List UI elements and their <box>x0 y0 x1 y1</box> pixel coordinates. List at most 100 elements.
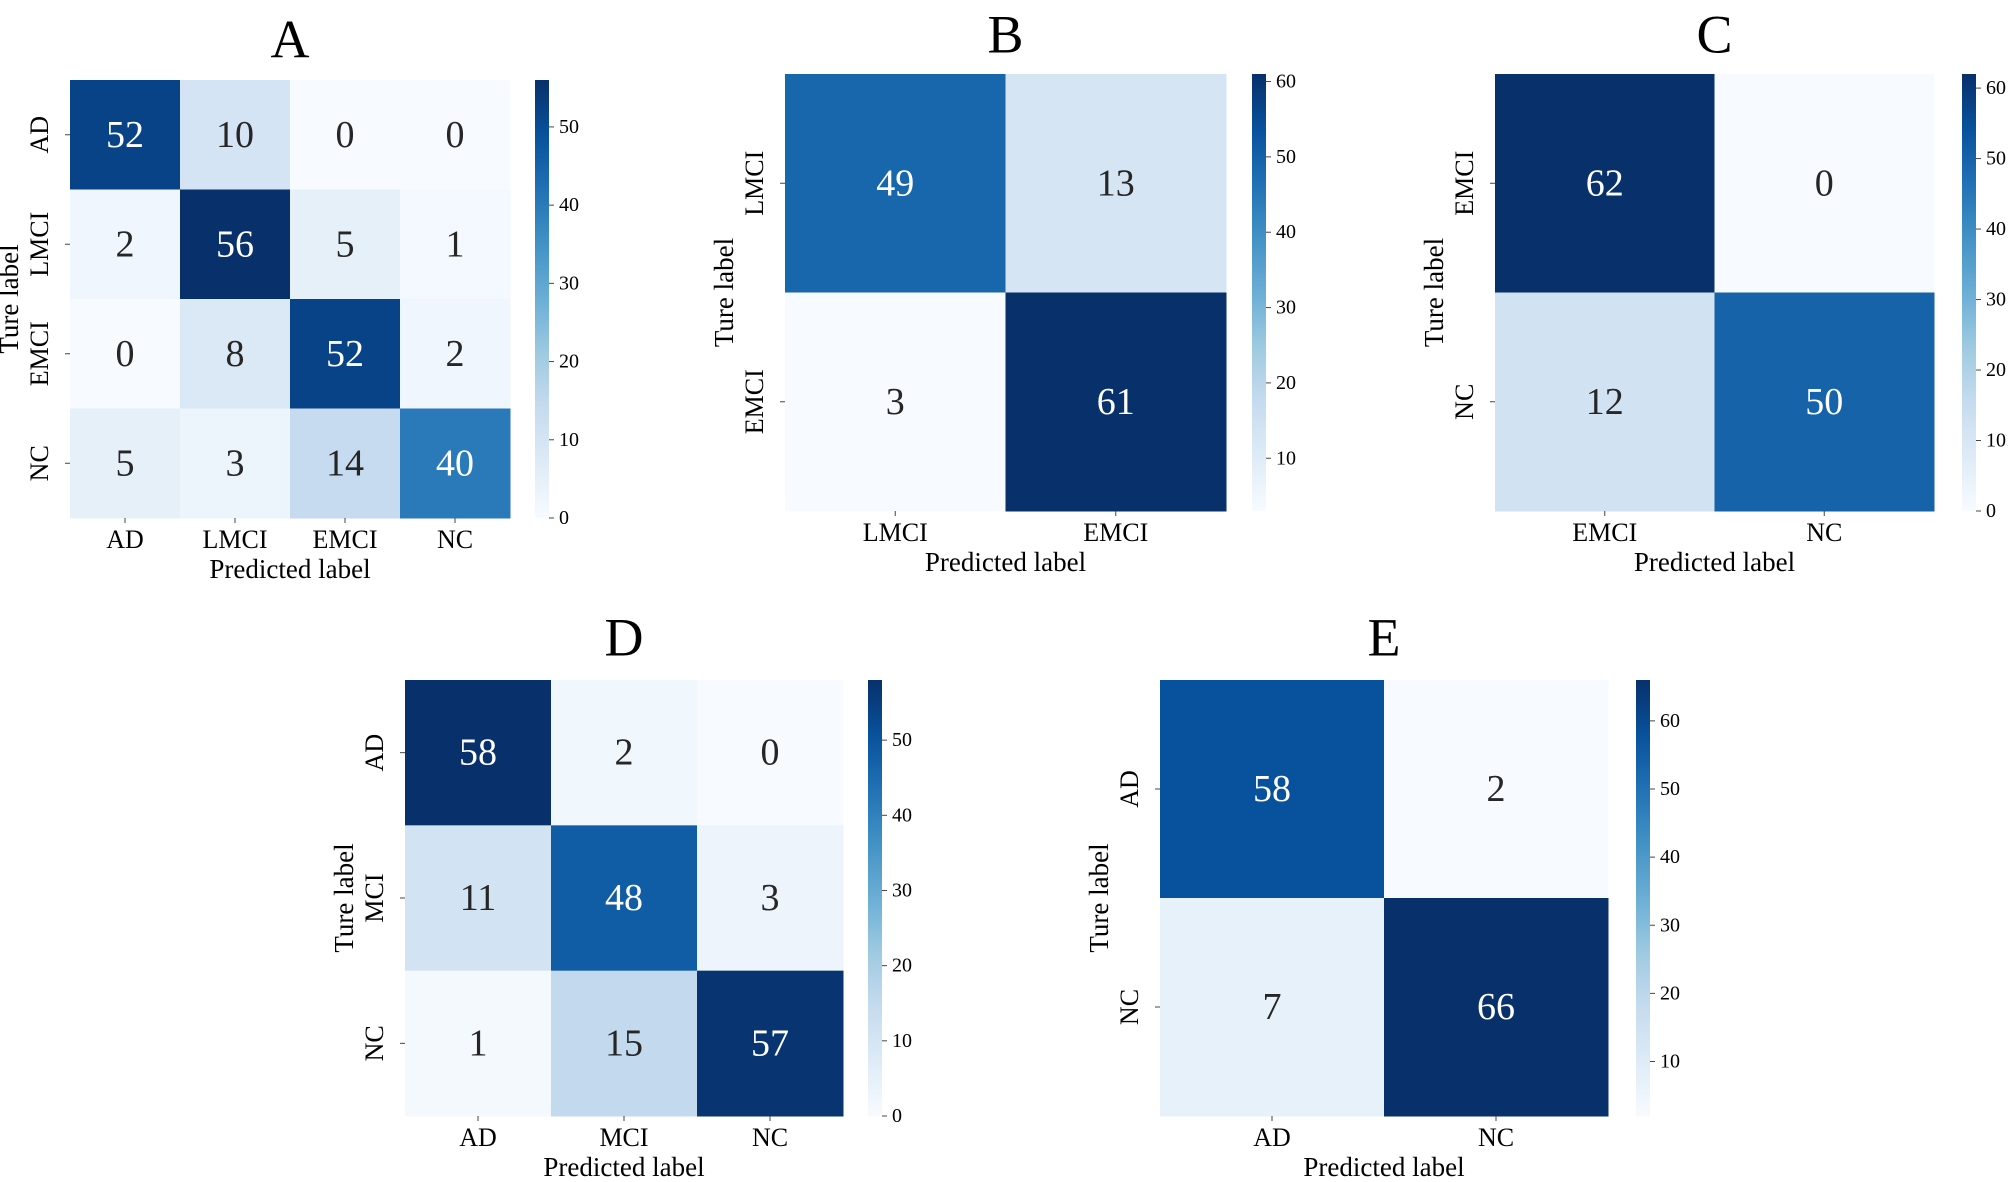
x-tick-label: MCI <box>599 1123 648 1152</box>
y-axis-label: Ture label <box>1084 843 1114 952</box>
panel-title: B <box>987 4 1023 64</box>
y-tick-label: EMCI <box>25 321 54 386</box>
y-axis-label: Ture label <box>329 843 359 952</box>
cell-value-label: 0 <box>336 114 355 156</box>
cell-value-label: 5 <box>336 223 355 265</box>
y-tick-label: MCI <box>360 873 389 922</box>
colorbar <box>868 680 882 1116</box>
colorbar-tick-label: 20 <box>1986 359 2006 381</box>
heatmap-cell <box>290 299 401 409</box>
colorbar-tick-label: 0 <box>892 1105 902 1127</box>
colorbar <box>1962 74 1976 511</box>
cell-value-label: 3 <box>226 442 245 484</box>
y-tick-label: NC <box>360 1025 389 1061</box>
heatmap-cell <box>180 189 291 300</box>
x-tick-label: EMCI <box>1572 518 1637 547</box>
x-tick-label: NC <box>1806 518 1842 547</box>
y-tick-label: NC <box>25 445 54 481</box>
y-tick-label: AD <box>25 116 54 154</box>
cell-value-label: 11 <box>460 877 497 919</box>
heatmap-cell <box>1384 680 1609 899</box>
cell-value-label: 3 <box>761 877 780 919</box>
colorbar-tick-label: 30 <box>559 272 579 294</box>
y-tick-label: NC <box>1450 384 1479 420</box>
cell-value-label: 40 <box>436 442 474 484</box>
colorbar-tick-label: 40 <box>1986 218 2006 240</box>
colorbar-tick-label: 50 <box>892 729 912 751</box>
panel-title: D <box>605 607 644 667</box>
heatmap-cell <box>551 825 698 972</box>
panel-title: A <box>271 9 310 69</box>
cell-value-label: 0 <box>116 333 135 375</box>
heatmap-cell <box>70 80 181 190</box>
colorbar-tick-label: 40 <box>1660 846 1680 868</box>
heatmap-cell <box>405 825 552 972</box>
heatmap-cell <box>400 408 511 519</box>
cell-value-label: 0 <box>1815 162 1834 204</box>
cell-value-label: 0 <box>761 732 780 774</box>
colorbar-tick-label: 10 <box>559 429 579 451</box>
heatmap-cell <box>1005 292 1227 512</box>
heatmap-cell <box>1384 898 1609 1117</box>
x-tick-label: NC <box>1478 1123 1514 1152</box>
x-axis-label: Predicted label <box>1634 547 1795 577</box>
cell-value-label: 0 <box>446 114 465 156</box>
heatmap-cell <box>1495 74 1715 293</box>
x-tick-label: LMCI <box>863 518 928 547</box>
heatmap-cell <box>70 299 181 409</box>
cell-value-label: 50 <box>1805 381 1843 423</box>
y-tick-label: EMCI <box>1450 151 1479 216</box>
heatmap-cell <box>180 299 291 409</box>
cell-value-label: 62 <box>1586 162 1624 204</box>
x-axis-label: Predicted label <box>543 1152 704 1177</box>
heatmap-cell <box>1160 898 1385 1117</box>
cell-value-label: 52 <box>326 333 364 375</box>
heatmap-cell <box>180 80 291 190</box>
cell-value-label: 49 <box>876 162 914 204</box>
cell-value-label: 66 <box>1477 986 1515 1028</box>
colorbar-tick-label: 30 <box>1660 914 1680 936</box>
cell-value-label: 10 <box>216 114 254 156</box>
heatmap-cell <box>785 74 1006 293</box>
colorbar-tick-label: 40 <box>1276 221 1296 243</box>
cell-value-label: 48 <box>605 877 643 919</box>
heatmap-cell <box>551 680 698 826</box>
colorbar-tick-label: 60 <box>1276 71 1296 93</box>
x-tick-label: NC <box>437 525 473 554</box>
colorbar <box>535 80 549 518</box>
colorbar-tick-label: 20 <box>892 955 912 977</box>
heatmap-cell <box>180 408 291 519</box>
cell-value-label: 7 <box>1263 986 1282 1028</box>
x-tick-label: LMCI <box>203 525 268 554</box>
heatmap-cell <box>290 189 401 300</box>
x-tick-label: AD <box>1253 1123 1291 1152</box>
colorbar <box>1252 74 1266 511</box>
colorbar-tick-label: 50 <box>1276 146 1296 168</box>
colorbar <box>1636 680 1650 1116</box>
heatmap-cell <box>400 189 511 300</box>
heatmap-cell <box>1005 74 1227 293</box>
heatmap-cell <box>290 80 401 190</box>
colorbar-tick-label: 20 <box>1660 982 1680 1004</box>
colorbar-tick-label: 50 <box>1660 778 1680 800</box>
heatmap-cell <box>697 970 844 1117</box>
cell-value-label: 56 <box>216 223 254 265</box>
cell-value-label: 1 <box>446 223 465 265</box>
cell-value-label: 52 <box>106 114 144 156</box>
x-axis-label: Predicted label <box>209 554 370 584</box>
y-tick-label: NC <box>1115 989 1144 1025</box>
colorbar-tick-label: 30 <box>1276 297 1296 319</box>
colorbar-tick-label: 10 <box>1986 430 2006 452</box>
cell-value-label: 5 <box>116 442 135 484</box>
cell-value-label: 14 <box>326 442 364 484</box>
cell-value-label: 58 <box>1253 768 1291 810</box>
cell-value-label: 2 <box>615 732 634 774</box>
cell-value-label: 3 <box>886 381 905 423</box>
colorbar-tick-label: 10 <box>1660 1051 1680 1073</box>
colorbar-tick-label: 10 <box>892 1030 912 1052</box>
colorbar-tick-label: 50 <box>1986 148 2006 170</box>
